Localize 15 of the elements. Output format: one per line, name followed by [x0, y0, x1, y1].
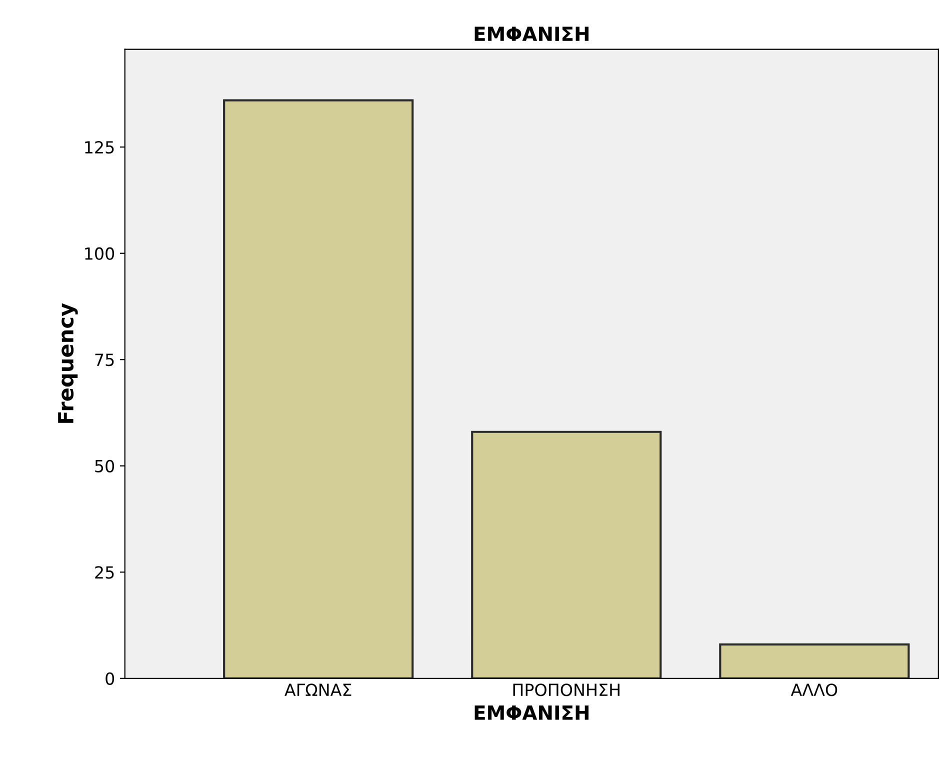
y-tick-label: 75 [95, 354, 114, 366]
bar [223, 99, 414, 678]
y-tick-label: 100 [85, 247, 114, 260]
y-axis-title: Frequency [58, 303, 78, 423]
x-tick-label: ΑΓΩΝΑΣ [284, 684, 352, 696]
bar [719, 643, 910, 678]
bar [471, 430, 662, 678]
y-tick-label: 125 [85, 141, 114, 154]
chart-title: ΕΜΦΑΝΙΣΗ [474, 26, 589, 41]
y-tick-label: 0 [106, 672, 114, 685]
y-tick-label: 25 [95, 566, 114, 579]
x-tick-label: ΑΛΛΟ [790, 684, 838, 696]
x-tick-label: ΠΡΟΠΟΝΗΣΗ [513, 684, 620, 696]
x-axis-title: ΕΜΦΑΝΙΣΗ [474, 706, 589, 720]
y-tick-label: 50 [95, 460, 114, 472]
